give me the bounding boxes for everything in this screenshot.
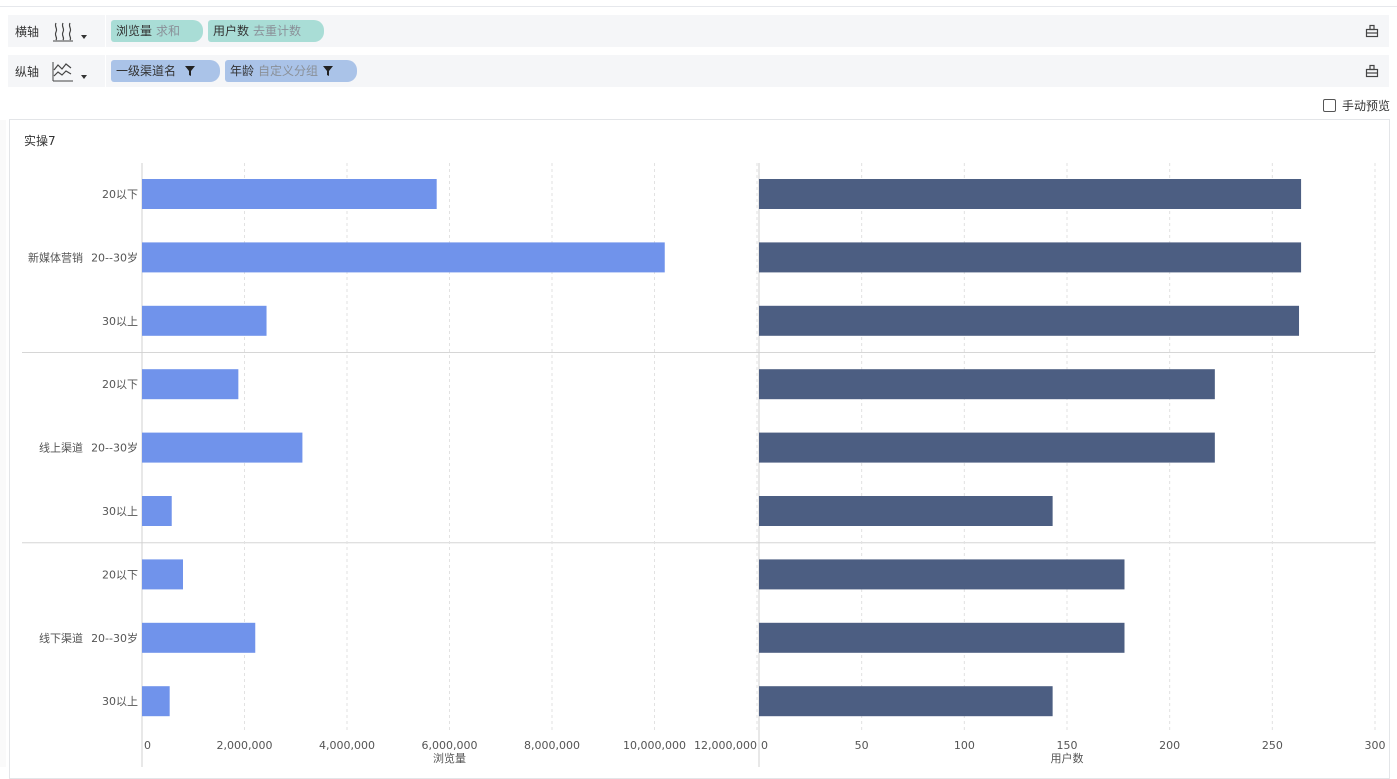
divider [105,15,106,47]
manual-preview-toggle[interactable]: 手动预览 [1323,97,1390,114]
field-pill-pageviews[interactable]: 浏览量 求和 [111,20,203,42]
chart-title: 实操7 [24,134,56,148]
category-label: 20--30岁 [91,631,138,645]
bar [142,496,172,526]
bar [142,622,256,653]
group-label: 新媒体营销 [28,250,83,264]
category-label: 20以下 [102,378,138,391]
bar [759,559,1125,590]
bar [142,242,665,273]
filter-icon[interactable] [323,66,333,76]
bar [759,242,1302,273]
bar [759,622,1125,653]
tick-label: 0 [761,739,768,752]
bar [142,179,437,209]
field-name: 用户数 [213,24,250,38]
tick-label: 4,000,000 [319,739,375,752]
category-label: 30以上 [102,505,138,518]
tick-label: 8,000,000 [524,739,580,752]
group-label: 线下渠道 [39,631,83,645]
clear-axis-icon[interactable] [1365,64,1379,78]
y-axis-label: 纵轴 [15,65,40,79]
tick-label: 150 [1057,739,1078,752]
manual-preview-checkbox[interactable] [1323,99,1336,112]
tick-label: 12,000,000 [694,739,757,752]
tick-label: 2,000,000 [217,739,273,752]
category-label: 20--30岁 [91,441,138,455]
bar-chart-horizontal-icon[interactable] [52,20,74,42]
field-name: 一级渠道名 [116,64,177,78]
field-pill-channel[interactable]: 一级渠道名 [111,60,220,82]
x-axis-label: 横轴 [15,25,40,39]
field-aggregation: 求和 [156,24,181,38]
tick-label: 10,000,000 [623,739,686,752]
bar [142,559,183,590]
filter-icon[interactable] [185,66,195,76]
tick-label: 300 [1365,739,1386,752]
tick-label: 6,000,000 [422,739,478,752]
field-name: 浏览量 [116,24,153,38]
bar [142,305,267,336]
category-label: 30以上 [102,315,138,328]
bar [142,369,239,400]
axis-title: 用户数 [1051,751,1084,765]
bar [759,369,1215,400]
bar [759,432,1215,463]
bar [759,305,1300,336]
tick-label: 200 [1159,739,1180,752]
line-chart-icon[interactable] [52,60,74,82]
category-label: 20以下 [102,188,138,201]
divider [105,55,106,87]
tick-label: 100 [954,739,975,752]
tick-label: 250 [1262,739,1283,752]
left-edge [0,120,6,767]
category-label: 20以下 [102,568,138,581]
bar [759,496,1053,526]
tick-label: 50 [855,739,869,752]
x-axis-shelf: 横轴 浏览量 求和 用户数 去重计数 [8,15,1389,47]
bar [142,432,303,463]
chevron-down-icon[interactable] [81,75,87,79]
axis-title: 浏览量 [433,751,466,765]
field-pill-users[interactable]: 用户数 去重计数 [208,20,324,42]
y-axis-shelf: 纵轴 一级渠道名 年龄 自定义分组 [8,55,1389,87]
field-grouping: 自定义分组 [258,64,319,78]
bar [759,686,1053,717]
field-aggregation: 去重计数 [253,24,302,38]
bar [142,686,170,717]
top-border [0,6,1397,7]
manual-preview-label: 手动预览 [1342,99,1391,113]
tick-label: 0 [144,739,151,752]
category-label: 30以上 [102,695,138,708]
bar [759,179,1302,209]
category-label: 20--30岁 [91,250,138,264]
field-pill-age[interactable]: 年龄 自定义分组 [225,60,357,82]
clear-axis-icon[interactable] [1365,24,1379,38]
group-label: 线上渠道 [39,441,83,455]
chevron-down-icon[interactable] [81,35,87,39]
field-name: 年龄 [230,64,255,78]
